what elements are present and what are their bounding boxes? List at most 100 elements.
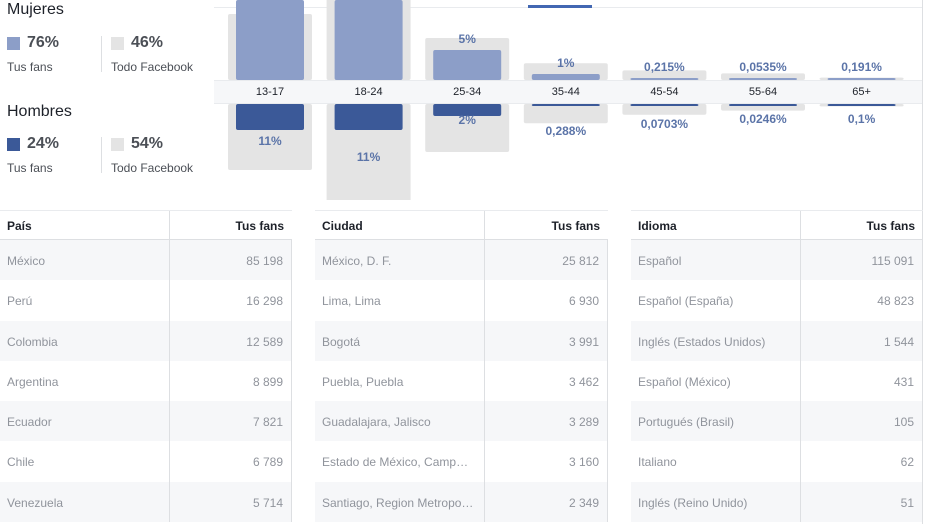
column-header-name[interactable]: Idioma xyxy=(631,211,801,239)
women-fans-bar xyxy=(334,0,403,80)
column-header-name[interactable]: País xyxy=(0,211,170,239)
row-name: Perú xyxy=(0,280,170,321)
row-fans-count: 1 544 xyxy=(883,334,914,349)
table-row: Inglés (Estados Unidos) 1 544 xyxy=(631,320,922,361)
age-axis-strip xyxy=(214,80,922,104)
women-fans-swatch xyxy=(7,36,20,50)
age-tick-label: 35-44 xyxy=(551,86,580,98)
row-name: Portugués (Brasil) xyxy=(631,401,801,442)
table-row: México 85 198 xyxy=(0,240,291,281)
row-fans-count: 62 xyxy=(900,455,914,470)
men-facebook-pct: 54% xyxy=(131,135,164,152)
age-tick-label: 45-54 xyxy=(650,86,679,98)
row-name: Italiano xyxy=(631,441,801,482)
row-fans-count: 8 899 xyxy=(252,374,283,389)
women-fans-pct: 76% xyxy=(27,34,60,51)
table-row: Lima, Lima 6 930 xyxy=(315,280,607,321)
men-facebook-swatch xyxy=(111,137,124,151)
row-fans-count: 3 991 xyxy=(568,334,599,349)
men-pct-label: 11% xyxy=(258,134,282,148)
row-fans-count: 3 462 xyxy=(568,374,599,389)
men-fans-bar xyxy=(729,104,797,106)
row-fans-count: 431 xyxy=(893,374,914,389)
women-fans-stat: 76% Tus fans xyxy=(7,34,59,74)
women-fans-bar xyxy=(433,50,502,80)
men-pct-label: 0,0246% xyxy=(739,112,787,126)
women-pct-label: 0,215% xyxy=(644,60,685,74)
row-name: Estado de México, Camp… xyxy=(315,441,485,482)
row-fans-count: 51 xyxy=(900,495,914,510)
table-row: Italiano 62 xyxy=(631,441,922,482)
row-name: Español (España) xyxy=(631,280,801,321)
active-tab-indicator xyxy=(528,5,592,8)
women-fans-bar xyxy=(630,78,699,80)
city-table: Ciudad Tus fans México, D. F. 25 812 Lima, L… xyxy=(315,210,608,524)
row-fans-count: 3 289 xyxy=(568,415,599,430)
table-row: Bogotá 3 991 xyxy=(315,320,607,361)
age-tick-label: 65+ xyxy=(852,86,871,98)
row-fans-count: 115 091 xyxy=(871,254,915,268)
men-pct-label: 2% xyxy=(458,113,476,127)
women-facebook-pct: 46% xyxy=(131,34,164,51)
table-row: Colombia 12 589 xyxy=(0,320,291,361)
table-row: Argentina 8 899 xyxy=(0,360,291,402)
row-name: Inglés (Reino Unido) xyxy=(631,481,801,523)
age-tick-label: 55-64 xyxy=(748,86,778,98)
men-fans-bar xyxy=(531,104,600,106)
table-header: Ciudad Tus fans xyxy=(315,210,608,240)
men-fans-stat: 24% Tus fans xyxy=(7,135,59,175)
men-facebook-stat: 54% Todo Facebook xyxy=(111,135,193,175)
men-fans-bar xyxy=(630,104,699,106)
row-name: Español xyxy=(631,240,801,281)
row-fans-count: 85 198 xyxy=(246,254,283,268)
facebook-bar-men xyxy=(523,104,608,124)
row-name: Español (México) xyxy=(631,360,801,402)
age-gender-chart xyxy=(228,0,904,200)
row-fans-count: 7 821 xyxy=(252,415,283,430)
facebook-bar-women xyxy=(622,70,707,80)
women-facebook-swatch xyxy=(111,36,124,50)
column-header-fans[interactable]: Tus fans xyxy=(235,219,284,233)
column-header-fans[interactable]: Tus fans xyxy=(866,219,915,233)
age-tick-label: 25-34 xyxy=(453,86,482,98)
women-title: Mujeres xyxy=(7,1,64,18)
table-row: Inglés (Reino Unido) 51 xyxy=(631,481,922,523)
column-header-fans[interactable]: Tus fans xyxy=(551,219,600,233)
table-header: Idioma Tus fans xyxy=(631,210,923,240)
row-name: Bogotá xyxy=(315,320,485,361)
women-facebook-label: Todo Facebook xyxy=(111,60,194,74)
women-fans-bar xyxy=(827,78,896,80)
men-facebook-label: Todo Facebook xyxy=(111,161,194,175)
table-row: Estado de México, Camp… 3 160 xyxy=(315,441,607,482)
men-fans-label: Tus fans xyxy=(7,161,53,175)
table-row: Perú 16 298 xyxy=(0,280,291,321)
row-name: Chile xyxy=(0,441,170,482)
table-row: Chile 6 789 xyxy=(0,441,291,482)
table-row: Español 115 091 xyxy=(631,240,922,281)
country-table: País Tus fans México 85 198 Perú 16 298 Colomb… xyxy=(0,210,292,524)
divider xyxy=(101,36,102,72)
row-name: Lima, Lima xyxy=(315,280,485,321)
men-fans-pct: 24% xyxy=(27,135,60,152)
row-fans-count: 16 298 xyxy=(246,294,283,309)
row-name: Ecuador xyxy=(0,401,170,442)
women-fans-bar xyxy=(531,74,600,80)
women-fans-bar xyxy=(236,0,304,80)
table-row: Español (México) 431 xyxy=(631,360,922,402)
age-tick-label: 13-17 xyxy=(255,86,285,98)
table-header: País Tus fans xyxy=(0,210,292,240)
column-header-name[interactable]: Ciudad xyxy=(315,211,485,239)
table-row: Guadalajara, Jalisco 3 289 xyxy=(315,401,607,442)
table-row: Venezuela 5 714 xyxy=(0,481,291,523)
row-name: Guadalajara, Jalisco xyxy=(315,401,485,442)
row-fans-count: 6 789 xyxy=(252,455,283,470)
table-row: Portugués (Brasil) 105 xyxy=(631,401,922,442)
divider xyxy=(101,137,102,173)
row-name: México, D. F. xyxy=(315,240,485,281)
table-row: Ecuador 7 821 xyxy=(0,401,291,442)
table-row: México, D. F. 25 812 xyxy=(315,240,607,281)
row-name: Colombia xyxy=(0,320,170,361)
table-row: Santiago, Region Metropo… 2 349 xyxy=(315,481,607,523)
row-name: Santiago, Region Metropo… xyxy=(315,481,485,523)
men-fans-bar xyxy=(236,104,304,130)
